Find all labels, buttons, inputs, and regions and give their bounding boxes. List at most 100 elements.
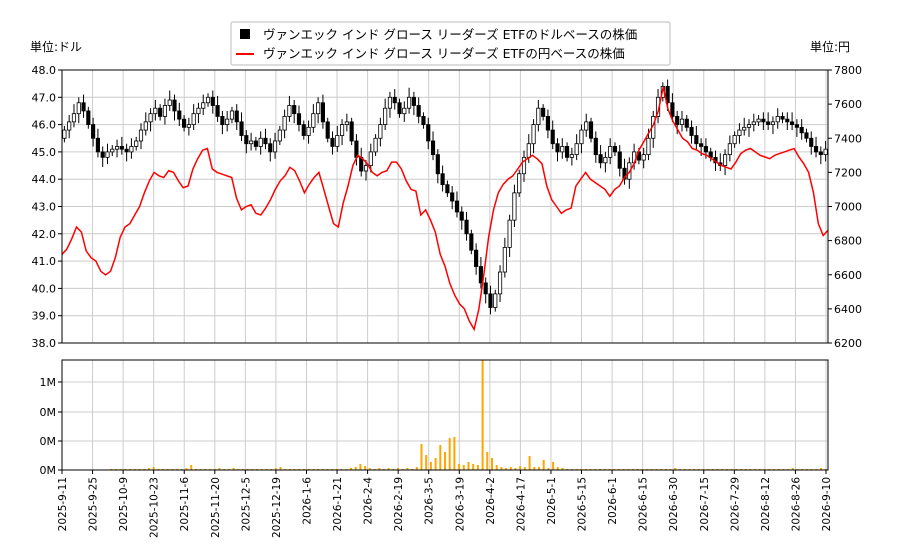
candle-body bbox=[119, 146, 124, 150]
usd-candles bbox=[62, 79, 828, 315]
x-tick-label: 2026-5-1 bbox=[546, 477, 558, 525]
volume-bar bbox=[190, 465, 193, 470]
candle-body bbox=[689, 126, 694, 136]
candle-body bbox=[196, 107, 201, 115]
candle-body bbox=[426, 124, 431, 142]
right-axis-unit-label: 単位:円 bbox=[810, 39, 850, 54]
candle-body bbox=[229, 110, 235, 120]
left-tick-label: 44.0 bbox=[32, 173, 57, 186]
candle-body bbox=[134, 140, 139, 147]
legend-jpy-label: ヴァンエック インド グロース リーダーズ ETFの円ベースの株価 bbox=[263, 46, 625, 61]
volume-bar bbox=[533, 467, 536, 470]
right-tick-label: 7200 bbox=[834, 166, 862, 179]
candle-body bbox=[813, 146, 819, 153]
volume-bar bbox=[819, 468, 822, 470]
candle-body bbox=[363, 165, 369, 172]
candle-body bbox=[349, 121, 354, 142]
volume-bar bbox=[444, 452, 446, 470]
x-tick-label: 2026-3-5 bbox=[424, 477, 436, 525]
volume-bar bbox=[486, 452, 489, 470]
volume-bar bbox=[528, 456, 531, 470]
volume-bar bbox=[509, 467, 512, 470]
volume-bar bbox=[415, 467, 418, 470]
candle-body bbox=[249, 140, 254, 145]
candle-body bbox=[62, 129, 67, 139]
candle-body bbox=[469, 233, 474, 251]
x-tick-label: 2026-2-4 bbox=[363, 477, 375, 525]
left-axis-ticks: 38.0 39.0 40.0 41.0 42.0 43.0 44.0 45.0 46.0 47.0… bbox=[32, 64, 62, 350]
candle-body bbox=[641, 154, 646, 161]
candle-body bbox=[766, 121, 771, 126]
left-tick-label: 39.0 bbox=[32, 310, 57, 323]
candle-body bbox=[450, 192, 455, 202]
candle-body bbox=[191, 113, 196, 126]
right-tick-label: 6200 bbox=[834, 337, 862, 350]
candle-body bbox=[699, 143, 704, 147]
x-tick-label: 2025-12-5 bbox=[240, 477, 252, 531]
candle-body bbox=[368, 151, 373, 166]
candle-body bbox=[603, 156, 608, 164]
candle-body bbox=[670, 102, 675, 117]
candle-body bbox=[282, 116, 287, 131]
volume-bar bbox=[490, 458, 493, 470]
candle-body bbox=[679, 118, 685, 125]
x-tick-label: 2026-1-6 bbox=[301, 477, 313, 525]
legend-usd-label: ヴァンエック インド グロース リーダーズ ETFのドルベースの株価 bbox=[263, 27, 637, 42]
candle-body bbox=[536, 107, 541, 126]
volume-bar bbox=[519, 466, 522, 470]
volume-bar bbox=[274, 468, 277, 470]
candle-body bbox=[665, 85, 670, 104]
left-tick-label: 40.0 bbox=[32, 282, 57, 295]
volume-bar bbox=[364, 466, 367, 470]
candle-body bbox=[383, 107, 388, 126]
volume-bar bbox=[425, 455, 428, 470]
candle-body bbox=[86, 110, 91, 125]
candle-body bbox=[158, 107, 163, 117]
volume-bar bbox=[505, 468, 508, 470]
volume-bar bbox=[500, 467, 503, 470]
candle-body bbox=[761, 118, 766, 123]
candle-body bbox=[397, 102, 402, 115]
volume-bar bbox=[476, 465, 479, 470]
left-tick-label: 41.0 bbox=[32, 255, 57, 268]
volume-bar bbox=[359, 464, 362, 470]
candle-body bbox=[579, 129, 584, 145]
x-tick-label: 2026-6-30 bbox=[668, 477, 680, 531]
volume-bar bbox=[368, 468, 371, 470]
candle-body bbox=[95, 137, 100, 153]
x-tick-label: 2026-7-29 bbox=[729, 477, 741, 531]
candle-body bbox=[148, 113, 153, 123]
candle-body bbox=[612, 146, 618, 153]
left-tick-label: 46.0 bbox=[32, 119, 57, 132]
candle-body bbox=[574, 143, 579, 156]
candle-body bbox=[392, 96, 397, 104]
legend-box bbox=[230, 21, 671, 66]
candle-body bbox=[804, 132, 809, 139]
candle-body bbox=[407, 96, 412, 109]
volume-tick-label: 0M bbox=[40, 406, 57, 419]
candle-body bbox=[210, 96, 215, 106]
candle-body bbox=[162, 105, 168, 117]
candle-body bbox=[416, 105, 421, 117]
candle-body bbox=[320, 102, 325, 123]
right-tick-label: 7400 bbox=[834, 132, 862, 145]
candle-body bbox=[545, 116, 551, 131]
candle-body bbox=[129, 146, 134, 153]
candle-body bbox=[440, 173, 445, 186]
volume-bar bbox=[495, 465, 498, 470]
candle-body bbox=[823, 148, 828, 156]
candle-body bbox=[182, 118, 187, 128]
candle-body bbox=[220, 116, 225, 126]
right-tick-label: 6800 bbox=[834, 235, 862, 248]
candle-body bbox=[507, 219, 512, 248]
volume-bar bbox=[561, 468, 564, 470]
volume-bar bbox=[453, 437, 456, 470]
candle-body bbox=[598, 154, 603, 164]
candle-body bbox=[775, 116, 780, 123]
x-tick-label: 2025-10-9 bbox=[118, 477, 130, 531]
candle-body bbox=[253, 140, 258, 147]
x-tick-label: 2026-8-26 bbox=[790, 477, 802, 532]
candle-body bbox=[445, 184, 450, 194]
candle-body bbox=[541, 107, 546, 117]
volume-bar bbox=[552, 462, 555, 470]
